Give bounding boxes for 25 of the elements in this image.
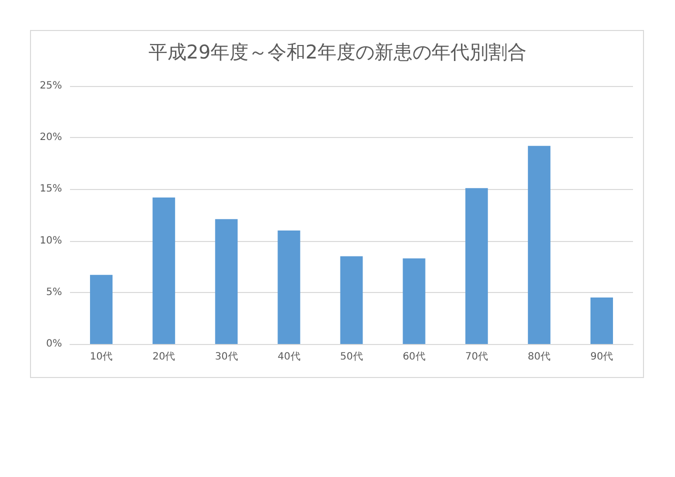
bar [590,298,613,344]
chart-title: 平成29年度～令和2年度の新患の年代別割合 [148,42,527,64]
x-tick-label: 20代 [152,352,176,362]
bar [340,256,363,344]
y-tick-label: 20% [40,132,62,144]
y-tick-label: 15% [40,184,62,195]
bar [278,230,300,344]
bar [528,146,550,344]
x-tick-label: 40代 [278,352,300,362]
y-tick-label: 0% [46,338,62,350]
x-tick-label: 60代 [402,352,426,362]
x-tick-label: 30代 [215,352,238,362]
x-tick-label: 80代 [528,352,551,362]
y-tick-label: 5% [46,286,62,298]
y-tick-label: 25% [40,80,62,92]
bar [465,188,488,344]
bar [402,258,426,344]
bar [152,197,176,344]
x-tick-label: 10代 [90,352,113,362]
x-tick-label: 90代 [590,352,614,362]
y-tick-label: 10% [40,235,62,246]
x-tick-label: 70代 [465,352,488,362]
x-tick-label: 50代 [340,352,363,362]
bar [90,274,113,344]
bar [215,219,238,344]
